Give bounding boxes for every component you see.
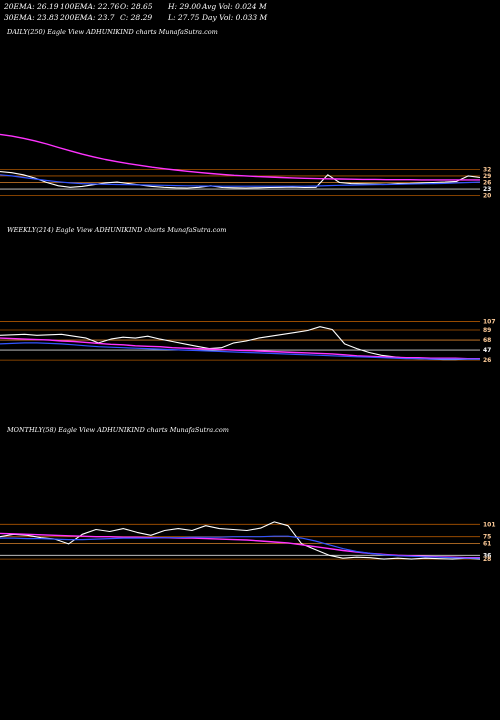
daily-level-label: 32 bbox=[483, 166, 491, 173]
daily-ema-magenta-line bbox=[0, 133, 480, 181]
daily-chart-title: DAILY(250) Eagle View ADHUNIKIND charts … bbox=[7, 28, 218, 36]
weekly-price-line bbox=[0, 326, 480, 361]
monthly-level-label: 36 bbox=[483, 552, 491, 559]
weekly-ema-blue-line bbox=[0, 342, 480, 360]
daily-level-label: 23 bbox=[483, 186, 491, 193]
weekly-ema-magenta-line bbox=[0, 337, 480, 360]
stat-avg-vol: Avg Vol: 0.024 M bbox=[202, 2, 267, 11]
stat-close: C: 28.29 bbox=[120, 13, 153, 22]
stat-200ema: 200EMA: 23.7 bbox=[60, 13, 115, 22]
daily-level-label: 29 bbox=[483, 173, 491, 180]
monthly-level-label: 101 bbox=[483, 521, 496, 528]
daily-level-label: 20 bbox=[483, 193, 491, 200]
stat-open: O: 28.65 bbox=[120, 2, 153, 11]
monthly-level-label: 75 bbox=[483, 534, 491, 541]
weekly-level-label: 26 bbox=[483, 357, 491, 364]
stat-30ema: 30EMA: 23.83 bbox=[4, 13, 59, 22]
monthly-level-label: 28 bbox=[483, 556, 491, 563]
weekly-level-label: 68 bbox=[483, 337, 491, 344]
weekly-level-label: 89 bbox=[483, 327, 491, 334]
stat-day-vol: Day Vol: 0.033 M bbox=[202, 13, 268, 22]
monthly-chart-title: MONTHLY(58) Eagle View ADHUNIKIND charts… bbox=[7, 426, 229, 434]
weekly-chart-title: WEEKLY(214) Eagle View ADHUNIKIND charts… bbox=[7, 226, 227, 234]
stat-high: H: 29.00 bbox=[168, 2, 201, 11]
daily-price-line bbox=[0, 171, 481, 189]
monthly-ema-blue-line bbox=[0, 535, 480, 559]
monthly-level-label: 61 bbox=[483, 540, 491, 547]
stat-100ema: 100EMA: 22.76 bbox=[60, 2, 120, 11]
stat-20ema: 20EMA: 26.19 bbox=[4, 2, 59, 11]
daily-level-label: 26 bbox=[483, 180, 491, 187]
daily-ema-blue-line bbox=[0, 174, 481, 187]
stat-low: L: 27.75 bbox=[168, 13, 200, 22]
weekly-level-label: 107 bbox=[483, 318, 496, 325]
weekly-level-label: 47 bbox=[483, 347, 491, 354]
